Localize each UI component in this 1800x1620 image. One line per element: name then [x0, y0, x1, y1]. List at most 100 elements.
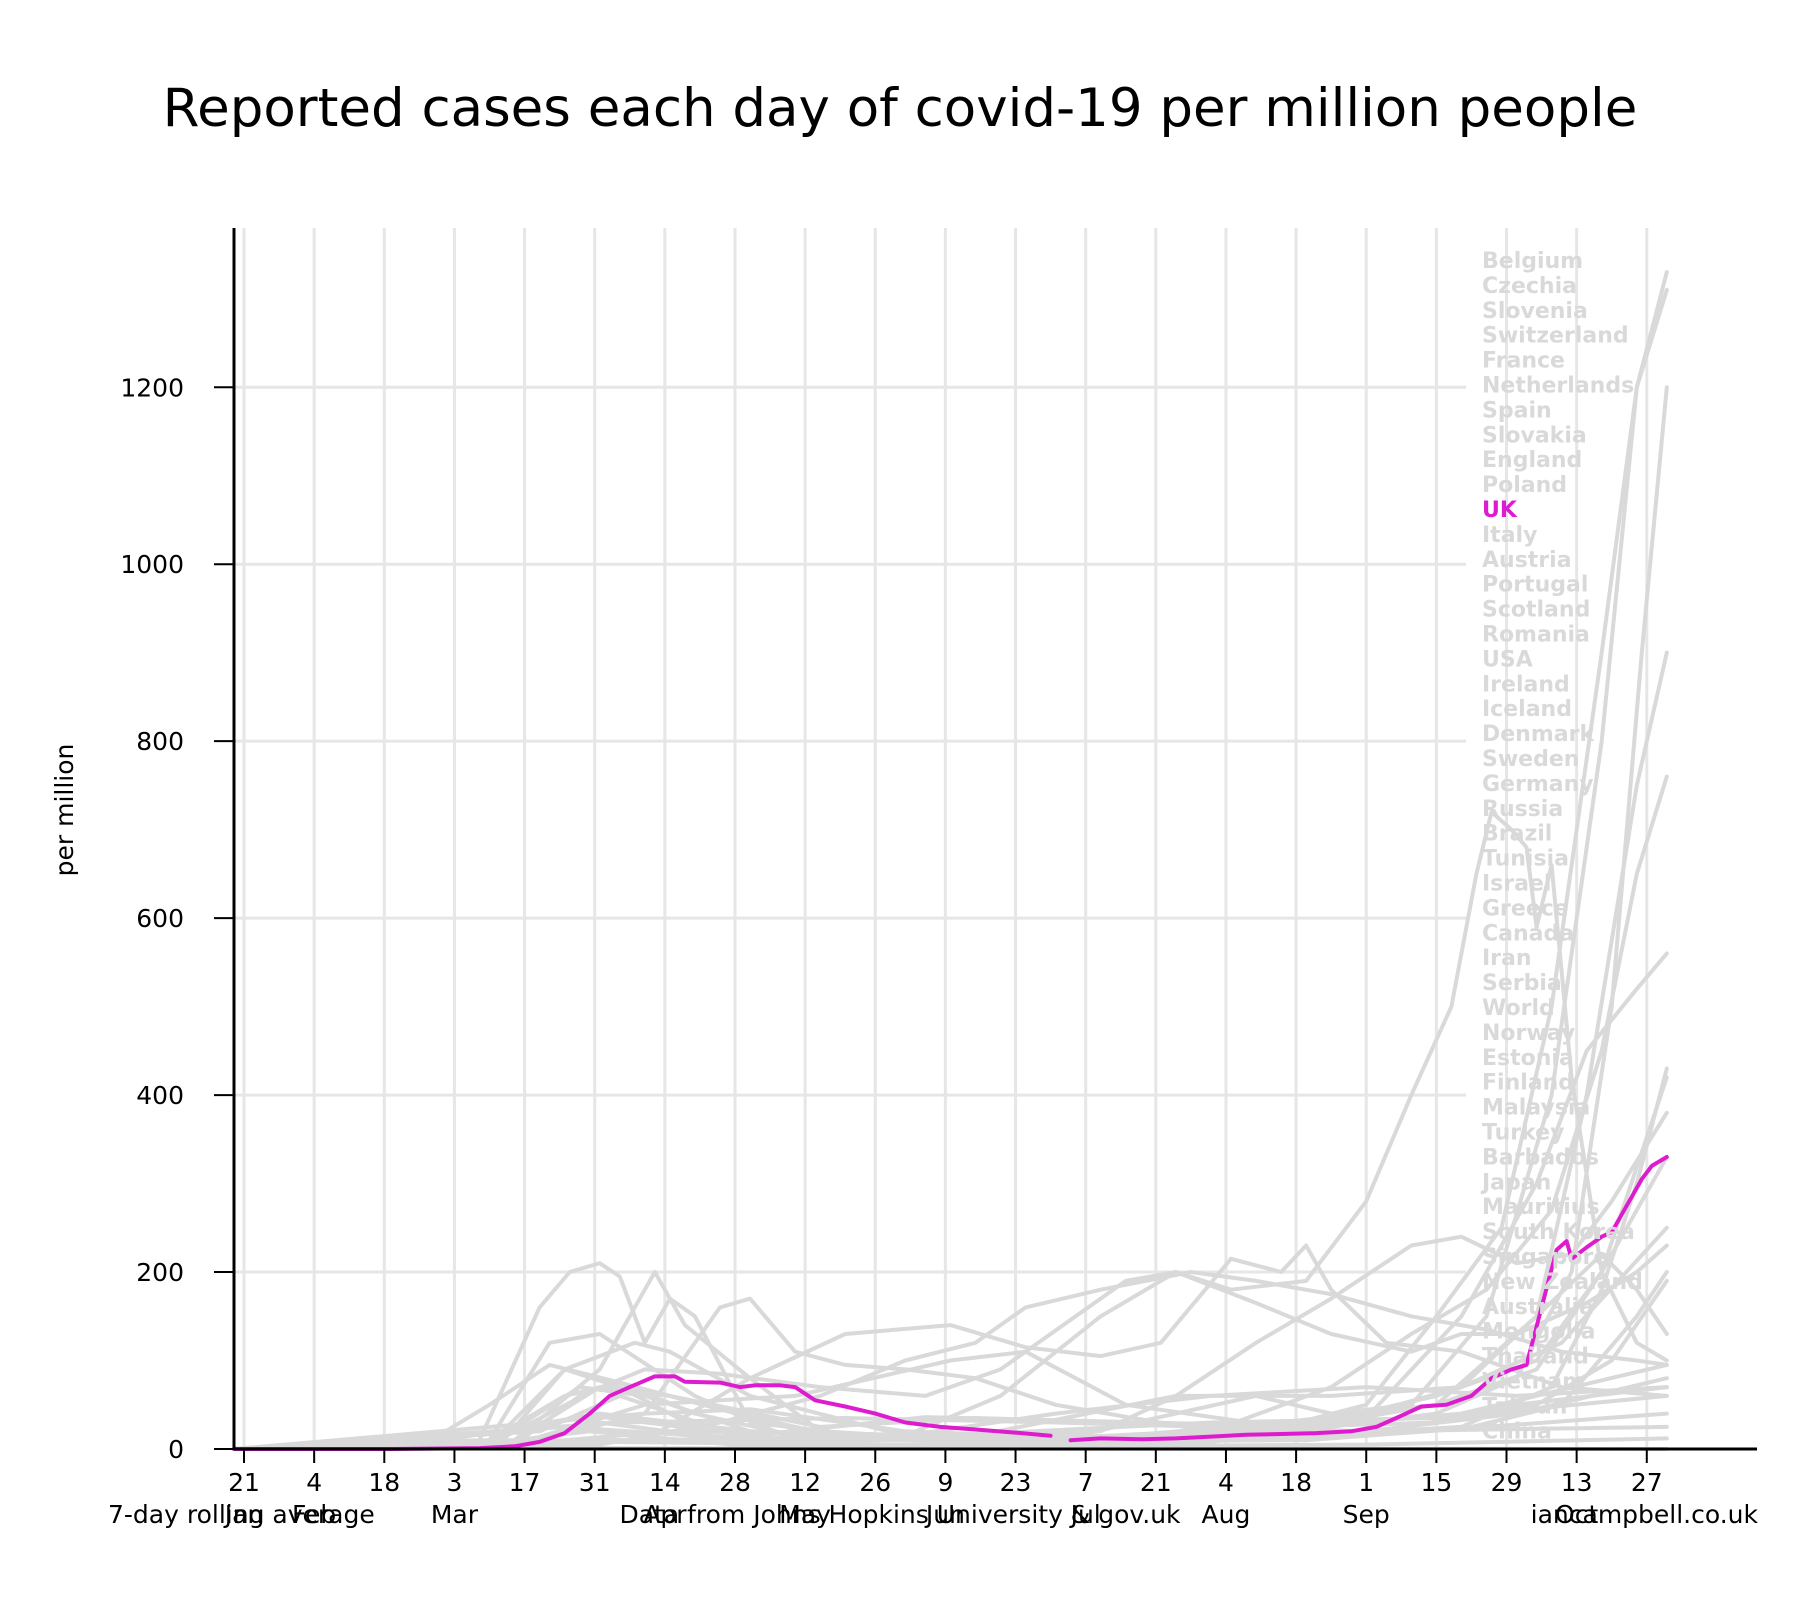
x-month-label: Mar — [431, 1500, 479, 1529]
legend-label: Barbados — [1482, 1145, 1599, 1170]
legend-label: Brazil — [1482, 822, 1552, 847]
x-month-label: Feb — [292, 1500, 336, 1529]
legend-label: Turkey — [1482, 1121, 1564, 1146]
y-tick-label: 1000 — [120, 550, 184, 579]
x-tick-label: 21 — [1140, 1468, 1172, 1497]
x-tick-label: 9 — [937, 1468, 953, 1497]
legend-label: Mongolia — [1482, 1320, 1595, 1345]
y-tick-label: 800 — [136, 727, 184, 756]
x-tick-label: 18 — [1280, 1468, 1312, 1497]
legend-label: Taiwan — [1482, 1394, 1567, 1419]
x-tick-label: 27 — [1631, 1468, 1663, 1497]
legend-label: Ireland — [1482, 672, 1570, 697]
legend-label: Romania — [1482, 623, 1590, 648]
y-tick-label: 1200 — [120, 373, 184, 402]
legend-label: World — [1482, 996, 1555, 1021]
legend-label: Switzerland — [1482, 324, 1629, 349]
legend-label: Singapore — [1482, 1245, 1608, 1270]
series-line — [232, 1243, 1669, 1451]
series-line — [232, 650, 1669, 1451]
legend-layer: BelgiumCzechiaSloveniaSwitzerlandFranceN… — [1480, 249, 1643, 1444]
x-tick-label: 21 — [228, 1468, 260, 1497]
legend-label: Japan — [1480, 1170, 1551, 1195]
legend-label: Israel — [1482, 872, 1551, 897]
legend-label: Germany — [1482, 772, 1594, 797]
legend-label: Scotland — [1482, 598, 1590, 623]
x-month-label: Jun — [924, 1500, 965, 1529]
legend-label: Mauritius — [1482, 1195, 1600, 1220]
legend-label: Norway — [1482, 1021, 1575, 1046]
legend-label: Netherlands — [1482, 374, 1634, 399]
x-tick-label: 17 — [509, 1468, 541, 1497]
y-tick-label: 600 — [136, 904, 184, 933]
x-tick-label: 3 — [446, 1468, 462, 1497]
legend-label: Spain — [1482, 398, 1552, 423]
series-line-uk — [1068, 1155, 1669, 1443]
legend-label: Denmark — [1482, 722, 1595, 747]
legend-label: Iceland — [1482, 697, 1572, 722]
highlight-layer — [232, 1155, 1669, 1451]
legend-label: England — [1482, 448, 1582, 473]
legend-label: Portugal — [1482, 573, 1588, 598]
series-line — [232, 1436, 1669, 1451]
x-month-label: Oct — [1555, 1500, 1598, 1529]
x-month-label: Sep — [1343, 1500, 1390, 1529]
x-tick-label: 23 — [1000, 1468, 1032, 1497]
legend-label: Estonia — [1482, 1046, 1574, 1071]
x-tick-label: 7 — [1078, 1468, 1094, 1497]
footer-site: iancampbell.co.uk — [1530, 1500, 1758, 1529]
legend-label: Australia — [1482, 1295, 1594, 1320]
y-tick-label: 0 — [168, 1435, 184, 1464]
x-tick-label: 12 — [789, 1468, 821, 1497]
legend-label: Czechia — [1482, 274, 1577, 299]
x-tick-label: 14 — [649, 1468, 681, 1497]
series-line — [232, 287, 1669, 1451]
legend-label: Vietnam — [1482, 1370, 1585, 1395]
y-tick-label: 400 — [136, 1081, 184, 1110]
footer-note: 7-day rolling average — [108, 1500, 375, 1529]
legend-label: Malaysia — [1482, 1096, 1590, 1121]
x-tick-label: 13 — [1561, 1468, 1593, 1497]
grid-layer — [234, 228, 1649, 1449]
legend-label: Belgium — [1482, 249, 1583, 274]
x-tick-label: 4 — [306, 1468, 322, 1497]
legend-label: Iran — [1482, 946, 1532, 971]
x-tick-label: 18 — [368, 1468, 400, 1497]
legend-label: China — [1482, 1419, 1552, 1444]
x-month-label: Jan — [223, 1500, 264, 1529]
legend-label: New Zealand — [1482, 1270, 1643, 1295]
x-tick-label: 1 — [1358, 1468, 1374, 1497]
legend-label: Russia — [1482, 797, 1563, 822]
series-line — [232, 1278, 1669, 1451]
x-tick-label: 29 — [1491, 1468, 1523, 1497]
x-tick-label: 28 — [719, 1468, 751, 1497]
series-layer — [232, 270, 1669, 1451]
series-line — [232, 810, 1669, 1451]
x-month-label: May — [779, 1500, 831, 1529]
legend-label: Austria — [1482, 548, 1572, 573]
x-month-label: Jul — [1069, 1500, 1101, 1529]
legend-label: Poland — [1482, 473, 1567, 498]
series-line — [232, 1270, 1669, 1451]
legend-label: Thailand — [1482, 1345, 1589, 1370]
legend-label-uk: UK — [1482, 498, 1518, 523]
legend-label: Canada — [1482, 921, 1574, 946]
series-line-uk — [232, 1374, 1053, 1451]
x-month-label: Aug — [1202, 1500, 1251, 1529]
legend-label: Sweden — [1482, 747, 1579, 772]
chart-title: Reported cases each day of covid-19 per … — [162, 78, 1638, 139]
x-tick-label: 4 — [1218, 1468, 1234, 1497]
legend-label: South Korea — [1482, 1220, 1635, 1245]
legend-label: Slovakia — [1482, 423, 1587, 448]
x-tick-label: 26 — [859, 1468, 891, 1497]
legend-label: Greece — [1482, 896, 1569, 921]
legend-label: Finland — [1482, 1071, 1574, 1096]
legend-label: France — [1482, 349, 1565, 374]
legend-label: Italy — [1482, 523, 1537, 548]
y-tick-label: 200 — [136, 1258, 184, 1287]
series-line — [232, 1416, 1669, 1451]
y-axis-label: per million — [50, 744, 79, 877]
footer-source: Data from Johns Hopkins University & gov… — [619, 1500, 1181, 1529]
x-tick-label: 15 — [1420, 1468, 1452, 1497]
